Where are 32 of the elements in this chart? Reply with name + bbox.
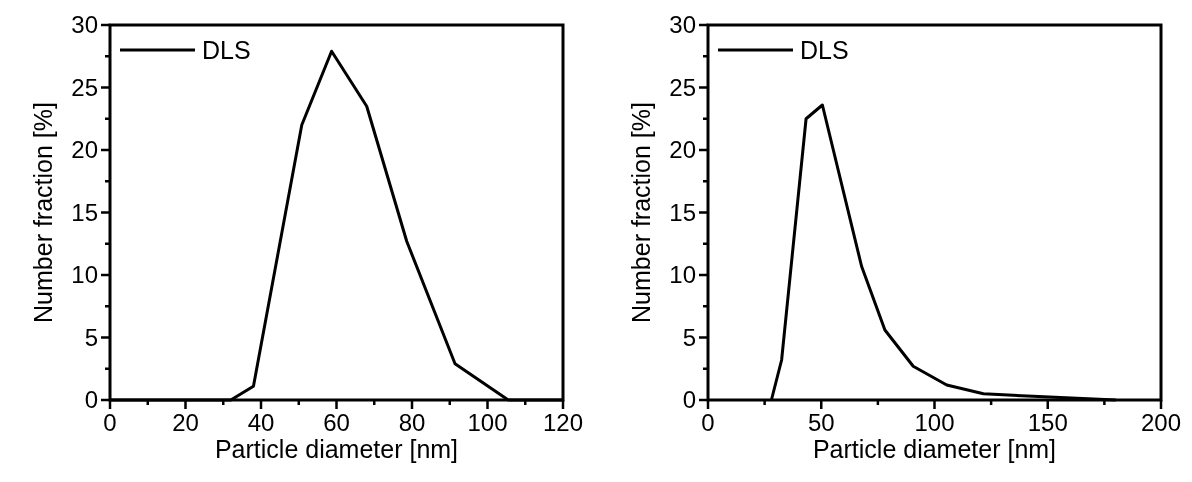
x-axis-title: Particle diameter [nm]	[812, 435, 1057, 463]
x-tick-label: 40	[247, 409, 275, 436]
x-tick-label: 0	[701, 409, 715, 436]
x-tick-label: 20	[172, 409, 199, 436]
y-axis-title: Number fraction [%]	[29, 102, 57, 323]
y-tick-label: 10	[71, 261, 98, 288]
x-tick-label: 150	[1027, 409, 1068, 436]
x-tick-label: 100	[914, 409, 955, 436]
y-tick-label: 20	[71, 136, 98, 163]
y-axis-title: Number fraction [%]	[627, 102, 655, 323]
y-tick-label: 30	[71, 11, 98, 38]
x-tick-label: 80	[398, 409, 426, 436]
y-tick-label: 20	[669, 136, 696, 163]
y-tick-label: 0	[682, 386, 696, 413]
y-tick-label: 15	[71, 198, 98, 226]
y-tick-label: 5	[84, 323, 98, 351]
y-tick-label: 25	[71, 73, 98, 101]
x-tick-label: 100	[467, 409, 508, 436]
x-axis-title: Particle diameter [nm]	[214, 435, 459, 463]
legend-label: DLS	[800, 36, 849, 64]
x-tick-label: 60	[323, 409, 350, 436]
legend-label: DLS	[202, 36, 251, 64]
y-tick-label: 30	[669, 11, 696, 38]
x-tick-label: 120	[542, 409, 584, 436]
x-tick-label: 0	[103, 409, 117, 436]
y-tick-label: 15	[669, 198, 696, 226]
y-tick-label: 0	[84, 386, 98, 413]
x-tick-label: 50	[807, 409, 835, 436]
y-tick-label: 5	[682, 323, 696, 351]
y-tick-label: 25	[669, 73, 696, 101]
x-tick-label: 200	[1140, 409, 1182, 436]
y-tick-label: 10	[669, 261, 696, 288]
